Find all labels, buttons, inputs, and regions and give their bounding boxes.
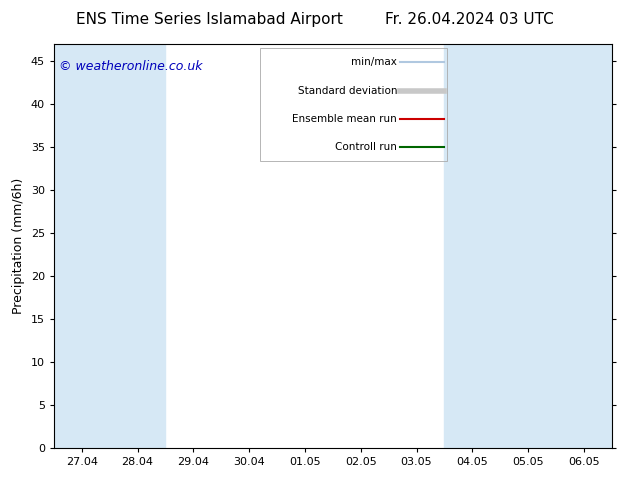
Text: © weatheronline.co.uk: © weatheronline.co.uk <box>60 60 203 74</box>
Text: Fr. 26.04.2024 03 UTC: Fr. 26.04.2024 03 UTC <box>385 12 553 27</box>
Bar <box>54 44 110 448</box>
Y-axis label: Precipitation (mm/6h): Precipitation (mm/6h) <box>12 178 25 315</box>
Bar <box>444 44 500 448</box>
Bar <box>500 44 556 448</box>
Bar <box>261 48 447 161</box>
Bar <box>556 44 612 448</box>
Text: ENS Time Series Islamabad Airport: ENS Time Series Islamabad Airport <box>76 12 342 27</box>
Text: Controll run: Controll run <box>335 142 397 152</box>
Bar <box>110 44 165 448</box>
Text: Standard deviation: Standard deviation <box>297 86 397 96</box>
Text: Ensemble mean run: Ensemble mean run <box>292 114 397 124</box>
Text: min/max: min/max <box>351 57 397 67</box>
